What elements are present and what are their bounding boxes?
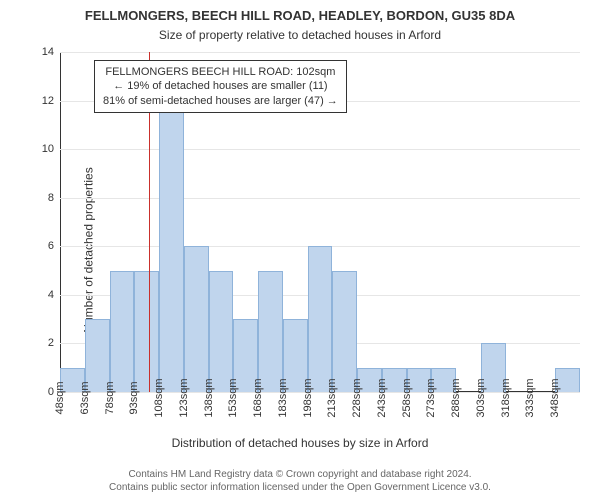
x-tick-label: 48sqm	[54, 381, 66, 414]
x-tick-label: 78sqm	[104, 381, 116, 414]
y-tick-label: 14	[42, 46, 54, 58]
x-tick-label: 258sqm	[401, 378, 413, 417]
x-tick-label: 198sqm	[302, 378, 314, 417]
y-tick-label: 10	[42, 143, 54, 155]
y-tick-label: 12	[42, 95, 54, 107]
histogram-bar	[159, 101, 184, 392]
x-tick-label: 273sqm	[425, 378, 437, 417]
x-tick-label: 183sqm	[277, 378, 289, 417]
annotation-line-3: 81% of semi-detached houses are larger (…	[103, 94, 338, 108]
histogram-bar	[332, 271, 357, 392]
x-tick-label: 123sqm	[178, 378, 190, 417]
plot-area: FELLMONGERS BEECH HILL ROAD: 102sqm ← 19…	[60, 52, 580, 392]
histogram-bar	[134, 271, 159, 392]
annotation-box: FELLMONGERS BEECH HILL ROAD: 102sqm ← 19…	[94, 60, 347, 113]
x-tick-label: 108sqm	[153, 378, 165, 417]
x-tick-label: 168sqm	[252, 378, 264, 417]
gridline	[60, 149, 580, 150]
x-axis-label: Distribution of detached houses by size …	[0, 436, 600, 450]
annotation-line-1: FELLMONGERS BEECH HILL ROAD: 102sqm	[103, 65, 338, 79]
gridline	[60, 198, 580, 199]
x-tick-label: 333sqm	[524, 378, 536, 417]
x-tick-label: 153sqm	[227, 378, 239, 417]
x-tick-label: 63sqm	[79, 381, 91, 414]
x-tick-label: 228sqm	[351, 378, 363, 417]
x-tick-label: 288sqm	[450, 378, 462, 417]
footer-line-2: Contains public sector information licen…	[0, 482, 600, 495]
gridline	[60, 52, 580, 53]
size-distribution-chart: FELLMONGERS, BEECH HILL ROAD, HEADLEY, B…	[0, 0, 600, 500]
histogram-bar	[308, 246, 333, 392]
y-tick-label: 4	[48, 289, 54, 301]
x-tick-label: 318sqm	[500, 378, 512, 417]
histogram-bar	[209, 271, 234, 392]
x-tick-label: 243sqm	[376, 378, 388, 417]
histogram-bar	[110, 271, 135, 392]
annotation-line-2: ← 19% of detached houses are smaller (11…	[103, 79, 338, 93]
x-tick-label: 213sqm	[326, 378, 338, 417]
y-axis-line	[60, 52, 61, 392]
chart-title: FELLMONGERS, BEECH HILL ROAD, HEADLEY, B…	[0, 8, 600, 23]
y-tick-label: 6	[48, 240, 54, 252]
histogram-bar	[184, 246, 209, 392]
y-tick-label: 8	[48, 192, 54, 204]
x-tick-label: 348sqm	[549, 378, 561, 417]
x-tick-label: 303sqm	[475, 378, 487, 417]
x-tick-label: 93sqm	[128, 381, 140, 414]
chart-subtitle: Size of property relative to detached ho…	[0, 28, 600, 42]
footer-line-1: Contains HM Land Registry data © Crown c…	[0, 469, 600, 482]
histogram-bar	[258, 271, 283, 392]
x-tick-label: 138sqm	[203, 378, 215, 417]
y-tick-label: 2	[48, 337, 54, 349]
attribution-footer: Contains HM Land Registry data © Crown c…	[0, 469, 600, 494]
